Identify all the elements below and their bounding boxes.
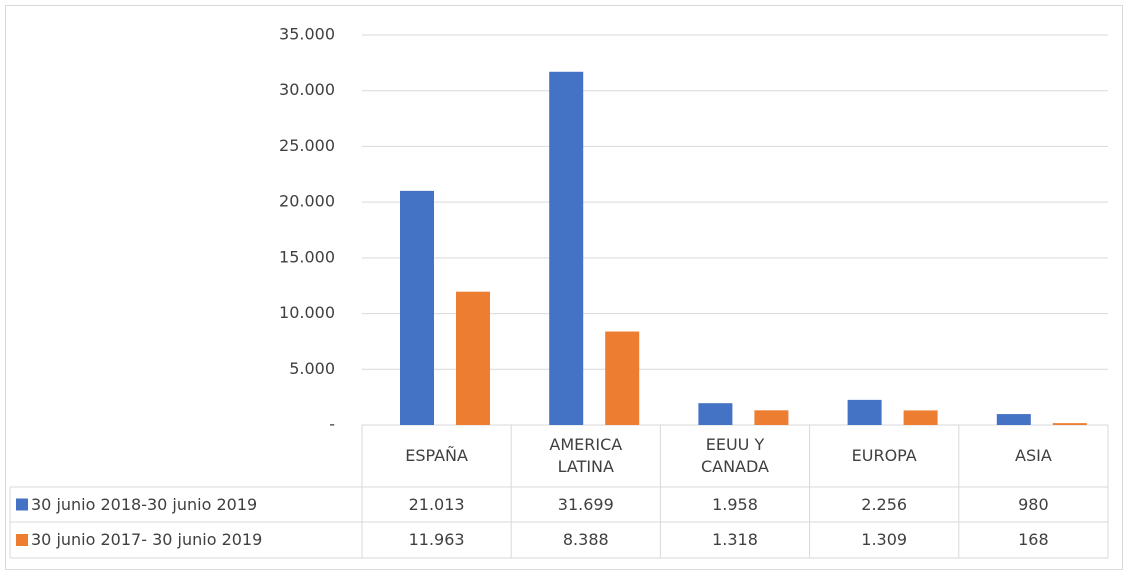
table-value: 21.013 [408, 494, 465, 514]
bar [456, 291, 490, 425]
y-tick-label: 30.000 [279, 80, 335, 99]
y-tick-label: 15.000 [279, 247, 335, 266]
y-tick-label: 20.000 [279, 192, 335, 211]
legend-swatch [16, 498, 28, 511]
table-value: 1.309 [861, 530, 908, 549]
category-label: EEUU Y CANADA [700, 435, 769, 476]
y-tick-label: 35.000 [279, 25, 335, 44]
table-value: 11.963 [408, 530, 465, 549]
y-tick-label: - [329, 415, 335, 434]
y-tick-label: 10.000 [279, 303, 335, 322]
category-label: AMERICA LATINA [549, 435, 623, 476]
bar [1052, 423, 1087, 425]
bar [400, 190, 434, 425]
bar [996, 414, 1031, 425]
table-value: 1.958 [712, 494, 758, 514]
y-tick-label: 25.000 [279, 136, 335, 155]
table-value: 2.256 [861, 494, 908, 514]
table-value: 1.318 [712, 530, 758, 549]
table-value: 168 [1018, 530, 1049, 549]
legend-label: 30 junio 2018-30 junio 2019 [31, 494, 258, 514]
table-value: 8.388 [562, 530, 609, 549]
category-label: ASIA [1015, 446, 1052, 465]
bar [549, 71, 584, 426]
bar [903, 410, 938, 425]
category-label: ESPAÑA [405, 446, 468, 465]
bar [847, 399, 882, 425]
bar [605, 331, 640, 425]
y-tick-label: 5.000 [289, 359, 335, 378]
bar [698, 403, 733, 425]
chart-border [5, 5, 1123, 570]
table-value: 31.699 [557, 494, 614, 514]
category-label: EUROPA [851, 446, 917, 465]
table-value: 980 [1018, 494, 1049, 514]
legend-swatch [16, 534, 28, 546]
bar [754, 410, 789, 425]
legend-label: 30 junio 2017- 30 junio 2019 [31, 530, 263, 549]
